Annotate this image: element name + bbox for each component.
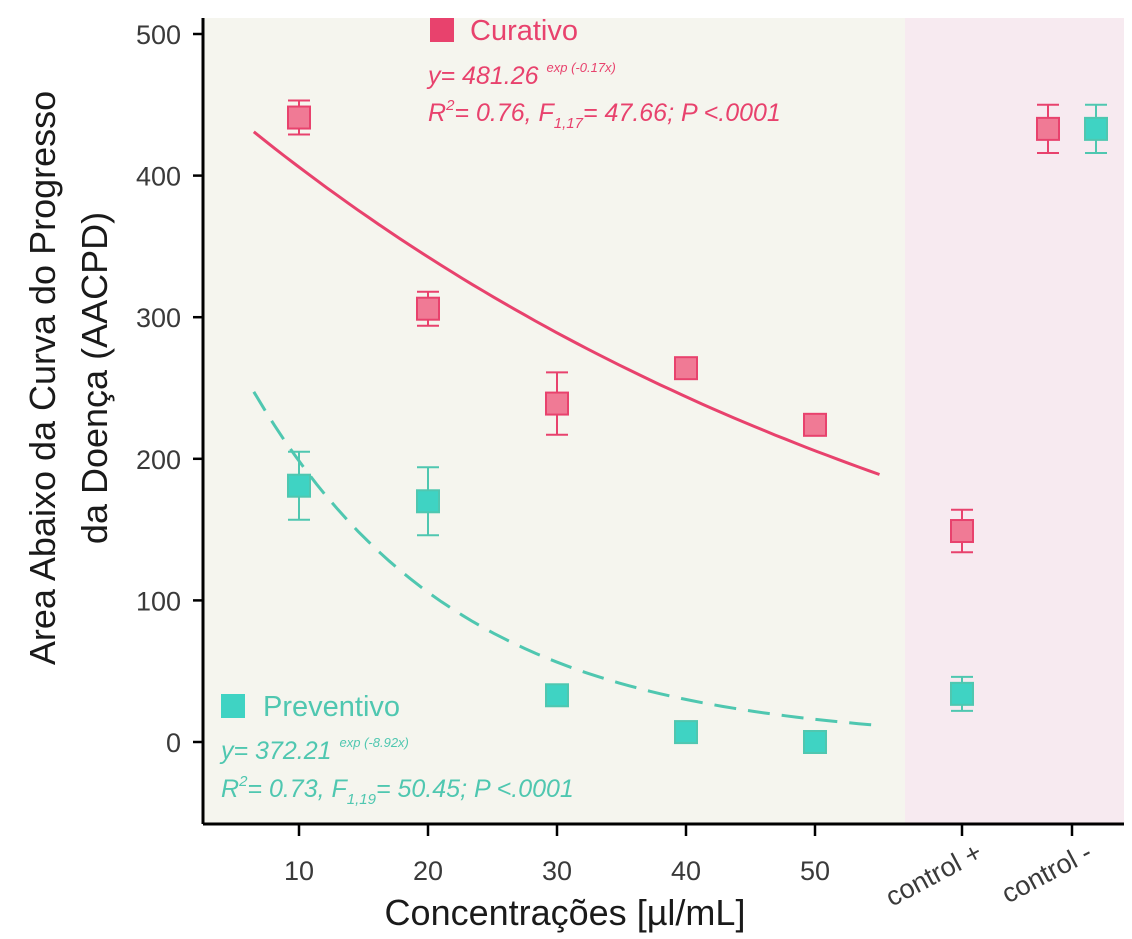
y-tick-label: 400: [136, 162, 181, 192]
data-point-preventivo: [803, 730, 827, 754]
x-axis-title: Concentrações [µl/mL]: [385, 892, 746, 933]
fit-curve-curativo: [252, 130, 881, 476]
y-tick-label: 300: [136, 303, 181, 333]
preventivo-stats-tail: = 50.45; P <.0001: [376, 775, 574, 803]
preventivo-r2-rest: = 0.73, F: [247, 775, 348, 803]
control-point-preventivo: [1084, 116, 1108, 141]
preventivo-exp-label: exp (-8.92x): [340, 735, 409, 750]
curativo-r2-sup: 2: [445, 97, 455, 114]
data-point-preventivo: [674, 720, 698, 745]
x-tick-label: 20: [413, 856, 443, 886]
curativo-equation-main: y= 481.26: [426, 62, 539, 90]
x-tick-label: 30: [542, 856, 572, 886]
data-point-curativo: [416, 296, 440, 321]
preventivo-r2: R: [221, 775, 239, 803]
curativo-r2-rest: = 0.76, F: [454, 99, 555, 127]
data-point-preventivo: [287, 473, 311, 498]
legend-curativo-swatch: [430, 18, 454, 42]
curativo-exp-label: exp (-0.17x): [547, 60, 616, 75]
data-point-curativo: [287, 105, 311, 130]
data-point-curativo: [674, 356, 698, 381]
legend-preventivo-swatch: [221, 694, 245, 718]
control-point-preventivo: [950, 681, 974, 706]
y-ticks: 0 100 200 300 400 500: [136, 20, 203, 758]
preventivo-equation-main: y= 372.21: [219, 737, 332, 765]
control-point-curativo: [950, 519, 974, 544]
preventivo-stats: R2= 0.73, F1,19= 50.45; P <.0001: [221, 773, 574, 808]
x-tick-label-control: control -: [997, 837, 1097, 909]
preventivo-equation: y= 372.21 exp (-8.92x): [219, 735, 409, 765]
control-point-curativo: [1036, 116, 1060, 141]
y-axis-title-line1: Area Abaixo da Curva do Progresso: [22, 91, 63, 665]
data-point-curativo: [803, 412, 827, 437]
preventivo-f-sub: 1,19: [347, 791, 377, 808]
y-tick-label: 200: [136, 445, 181, 475]
curativo-stats: R2= 0.76, F1,17= 47.66; P <.0001: [428, 97, 781, 132]
y-axis-title-line2: da Doença (AACPD): [74, 212, 115, 544]
fit-curve-preventivo: [252, 391, 880, 727]
data-point-preventivo: [416, 489, 440, 514]
x-tick-label: 50: [800, 856, 830, 886]
preventivo-r2-sup: 2: [238, 773, 248, 790]
data-point-preventivo: [545, 683, 569, 708]
data-point-curativo: [545, 391, 569, 416]
curativo-equation: y= 481.26 exp (-0.17x): [426, 60, 616, 90]
curativo-r2: R: [428, 99, 446, 127]
y-tick-label: 0: [166, 728, 181, 758]
y-tick-label: 100: [136, 586, 181, 616]
legend-curativo-label: Curativo: [470, 15, 578, 47]
fit-lines: [252, 130, 881, 727]
y-tick-label: 500: [136, 20, 181, 50]
legend-preventivo-label: Preventivo: [263, 691, 400, 723]
x-tick-label-control: control +: [881, 837, 987, 912]
data-points: [287, 105, 1108, 754]
curativo-f-sub: 1,17: [554, 115, 584, 132]
x-tick-label: 40: [671, 856, 701, 886]
x-tick-label: 10: [284, 856, 314, 886]
curativo-stats-tail: = 47.66; P <.0001: [583, 99, 781, 127]
